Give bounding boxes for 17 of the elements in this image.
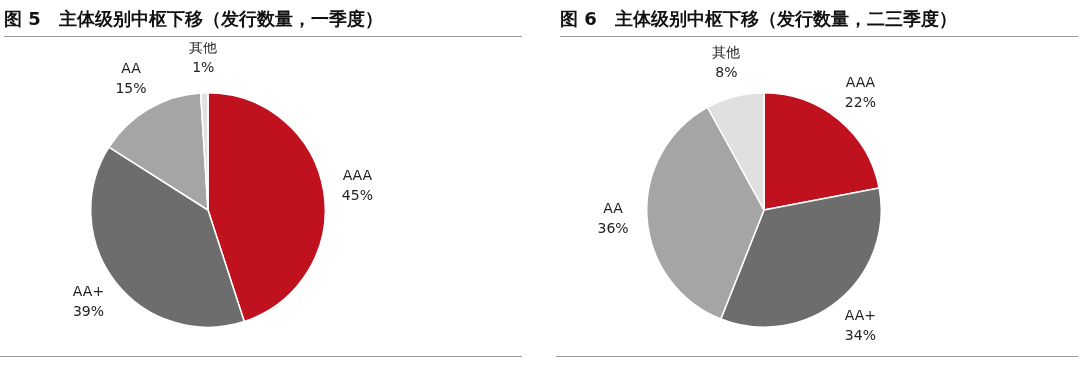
slice-label: AA+ bbox=[844, 307, 877, 324]
data-label: 22% bbox=[844, 94, 876, 111]
slice-label: AA+ bbox=[72, 283, 105, 300]
data-label: 15% bbox=[115, 80, 147, 97]
chart-title: 图 5 主体级别中枢下移（发行数量，一季度） bbox=[4, 6, 522, 37]
data-label: 45% bbox=[341, 186, 373, 203]
data-label: 39% bbox=[72, 303, 105, 320]
slice-label: AA bbox=[121, 60, 142, 77]
data-label: 34% bbox=[844, 327, 876, 344]
slice-label: AAA bbox=[342, 166, 373, 183]
slice-label: AA bbox=[603, 200, 624, 217]
data-label: 1% bbox=[192, 59, 215, 76]
slice-label: 其他 bbox=[712, 44, 741, 61]
data-label: 36% bbox=[597, 220, 629, 237]
chart-title: 图 6 主体级别中枢下移（发行数量，二三季度） bbox=[560, 6, 1078, 37]
data-label: 8% bbox=[715, 64, 738, 81]
slice-label: AAA bbox=[845, 74, 876, 91]
